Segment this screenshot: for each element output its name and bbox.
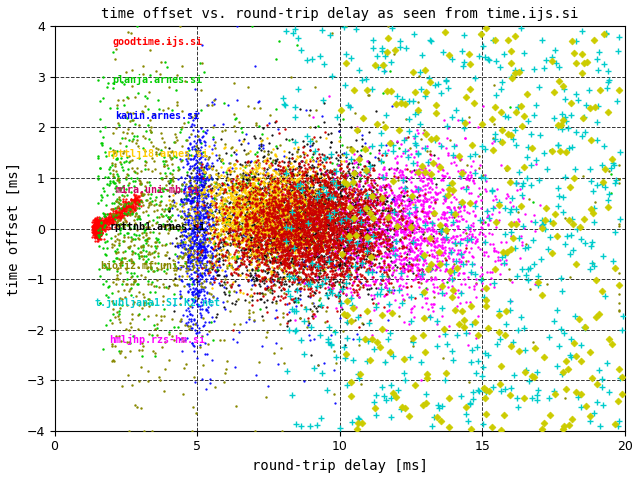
Text: rpttnb1.arnes.si: rpttnb1.arnes.si [109,222,205,232]
X-axis label: round-trip delay [ms]: round-trip delay [ms] [252,459,428,473]
Text: kanin.arnes.si: kanin.arnes.si [115,111,199,121]
Text: rpttlj18.arnes.si: rpttlj18.arnes.si [106,148,208,159]
Text: hmljhp.rzs-hm.si: hmljhp.rzs-hm.si [109,334,205,345]
Text: planja.arnes.si: planja.arnes.si [112,73,202,84]
Text: mira.uni-mb.si: mira.uni-mb.si [115,185,199,195]
Y-axis label: time offset [ms]: time offset [ms] [7,162,21,296]
Text: t.jubljana1.SI.K2.net: t.jubljana1.SI.K2.net [94,297,220,308]
Title: time offset vs. round-trip delay as seen from time.ijs.si: time offset vs. round-trip delay as seen… [101,7,579,21]
Text: goodtime.ijs.si: goodtime.ijs.si [112,36,202,48]
Text: biofiz.mf.uni-lj.si: biofiz.mf.uni-lj.si [100,260,214,271]
